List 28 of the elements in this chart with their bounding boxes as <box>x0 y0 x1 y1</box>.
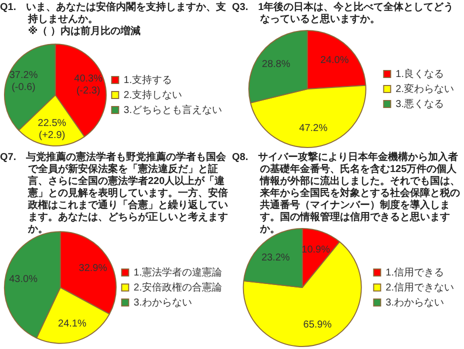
legend-label: 1.支持する <box>124 74 172 86</box>
data-label: 24.1% <box>58 318 86 330</box>
data-label: 43.0% <box>9 274 38 285</box>
data-label: 22.5% (+2.9) <box>38 118 66 142</box>
chart-subtitle: ※（ ）内は前月比の増減 <box>28 26 142 38</box>
legend-label: 1.信用できる <box>386 266 444 278</box>
data-label: 47.2% <box>299 123 328 134</box>
legend-label: 2.信用できない <box>386 281 454 294</box>
chart-title: Q3. 1年後の日本は、今と比べて全体としてどうなっていると思いますか。 <box>232 2 455 26</box>
legend-label: 1.憲法学者の違憲論 <box>134 266 222 278</box>
chart-title: Q1. いま、あなたは安倍内閣を支持しますか、支持しませんか。 <box>0 2 228 25</box>
legend-label: 2.変わらない <box>396 82 454 95</box>
legend-label: 3.悪くなる <box>396 98 444 110</box>
legend-label: 3.どちらとも言えない <box>124 104 222 116</box>
data-label: 65.9% <box>303 319 332 330</box>
legend-label: 1.良くなる <box>396 68 444 80</box>
legend-label: 2.支持しない <box>124 88 182 101</box>
data-label: 40.3% (-2.3) <box>74 73 103 96</box>
data-label: 23.2% <box>261 252 290 264</box>
legend-label: 2.安倍政権の合憲論 <box>134 281 222 294</box>
data-label: 24.0% <box>320 54 349 66</box>
data-label: 32.9% <box>78 262 108 274</box>
data-label: 37.2% (-0.6) <box>9 70 38 94</box>
chart-title: Q8. サイバー攻撃により日本年金機構から加入者の基礎年金番号、氏名を含む125万件の個人情報が外部に流出しました。それでも国は、来年から全国民を対象とする社会保障と税の共通番号（マイナンバー）制度を導入します。国の情報管理は信用できると思いますか。 <box>232 152 460 236</box>
legend-label: 3.わからない <box>134 297 192 308</box>
legend-label: 3.わからない <box>386 297 444 308</box>
chart-title: Q7. 与党推薦の憲法学者も野党推薦の学者も国会で全員が新安保法案を「憲法違反だ」と証言、さらに全国の憲法学者220人以上が「違憲」との見解を表明しています。一方、安倍政権はこれまで通り「合憲」と繰り返しています。あなたは、どちらが正しいと考えますか。 <box>0 152 228 236</box>
data-label: 28.8% <box>262 59 290 70</box>
